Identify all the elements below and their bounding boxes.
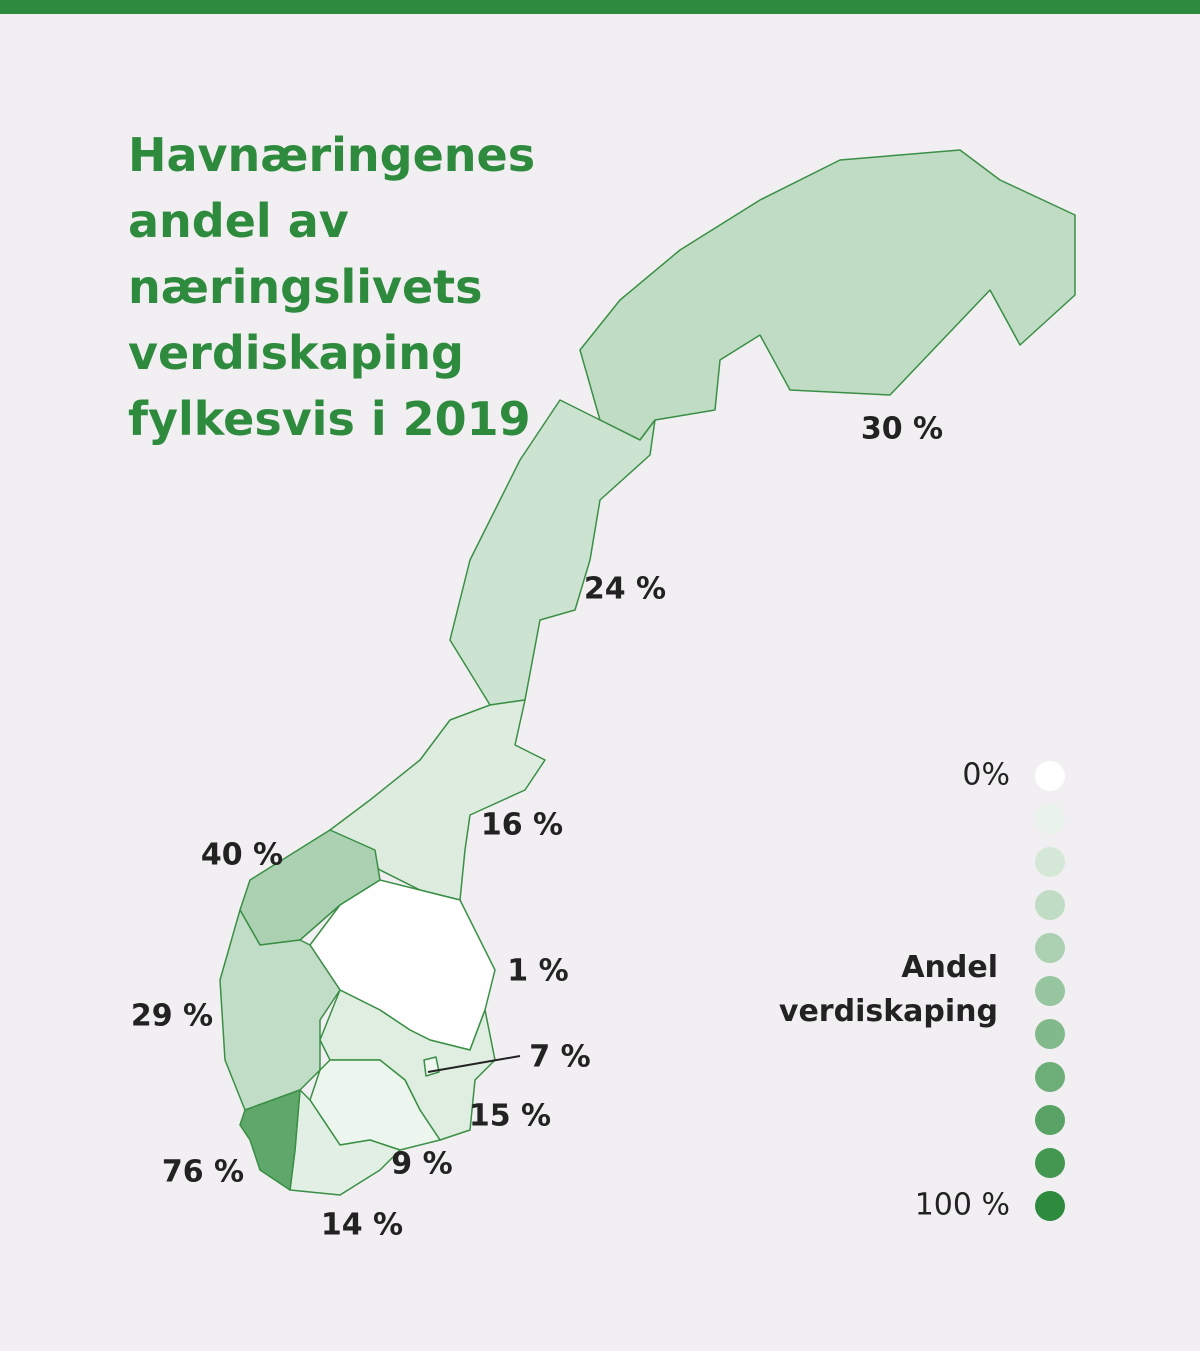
region xyxy=(423,1056,440,1077)
top-bar xyxy=(0,0,1200,14)
legend-swatch xyxy=(1035,1062,1065,1092)
leader-line xyxy=(427,1055,521,1073)
legend-max-label: 100 % xyxy=(915,1188,1010,1223)
legend-swatch xyxy=(1035,976,1065,1006)
legend-swatch xyxy=(1035,933,1065,963)
region-label: 16 % xyxy=(481,808,563,843)
legend-swatch xyxy=(1035,847,1065,877)
region-label: 30 % xyxy=(861,412,943,447)
legend-swatch xyxy=(1035,804,1065,834)
legend-swatch xyxy=(1035,1105,1065,1135)
region-label: 29 % xyxy=(131,999,213,1034)
region-label: 1 % xyxy=(507,954,568,989)
legend-min-label: 0% xyxy=(962,758,1010,793)
region xyxy=(579,149,1076,441)
legend-swatch xyxy=(1035,890,1065,920)
region xyxy=(219,909,341,1111)
legend-swatch xyxy=(1035,1191,1065,1221)
region-label: 40 % xyxy=(201,838,283,873)
region xyxy=(239,1089,301,1191)
region-label: 76 % xyxy=(162,1155,244,1190)
legend-swatch xyxy=(1035,1019,1065,1049)
region-label: 24 % xyxy=(584,572,666,607)
legend-swatch xyxy=(1035,761,1065,791)
region-label: 7 % xyxy=(529,1040,590,1075)
title: Havnæringenes andel av næringslivets ver… xyxy=(128,128,536,446)
region-label: 15 % xyxy=(469,1099,551,1134)
legend-title: Andel verdiskaping xyxy=(778,950,998,1029)
region-label: 9 % xyxy=(391,1147,452,1182)
legend-swatch xyxy=(1035,1148,1065,1178)
region-label: 14 % xyxy=(321,1208,403,1243)
region xyxy=(449,399,656,706)
